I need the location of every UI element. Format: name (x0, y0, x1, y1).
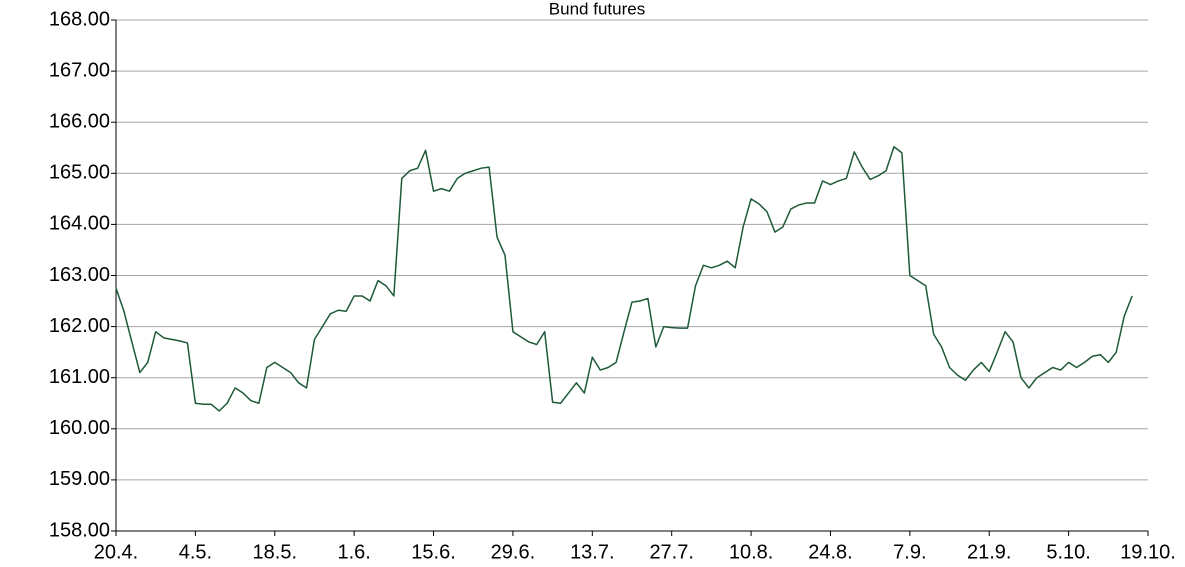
x-tick-label: 24.8. (808, 541, 852, 563)
y-tick-label: 168.00 (49, 8, 110, 30)
x-tick-label: 20.4. (94, 541, 138, 563)
x-tick-label: 15.6. (411, 541, 455, 563)
x-tick-label: 19.10. (1120, 541, 1176, 563)
y-tick-label: 160.00 (49, 417, 110, 439)
y-tick-label: 158.00 (49, 519, 110, 541)
y-tick-label: 159.00 (49, 468, 110, 490)
x-tick-label: 1.6. (337, 541, 370, 563)
x-tick-label: 7.9. (893, 541, 926, 563)
chart-title: Bund futures (549, 0, 645, 18)
x-tick-label: 5.10. (1046, 541, 1090, 563)
x-tick-label: 4.5. (179, 541, 212, 563)
data-line (115, 145, 1133, 412)
y-tick-label: 167.00 (49, 59, 110, 81)
y-tick-label: 165.00 (49, 162, 110, 184)
x-tick-label: 13.7. (570, 541, 614, 563)
x-tick-label: 27.7. (649, 541, 693, 563)
x-tick-label: 18.5. (253, 541, 297, 563)
y-tick-label: 163.00 (49, 264, 110, 286)
y-tick-label: 164.00 (49, 213, 110, 235)
x-tick-label: 10.8. (729, 541, 773, 563)
y-tick-label: 162.00 (49, 315, 110, 337)
x-tick-label: 29.6. (491, 541, 535, 563)
y-tick-label: 166.00 (49, 110, 110, 132)
x-tick-label: 21.9. (967, 541, 1011, 563)
y-tick-label: 161.00 (49, 366, 110, 388)
